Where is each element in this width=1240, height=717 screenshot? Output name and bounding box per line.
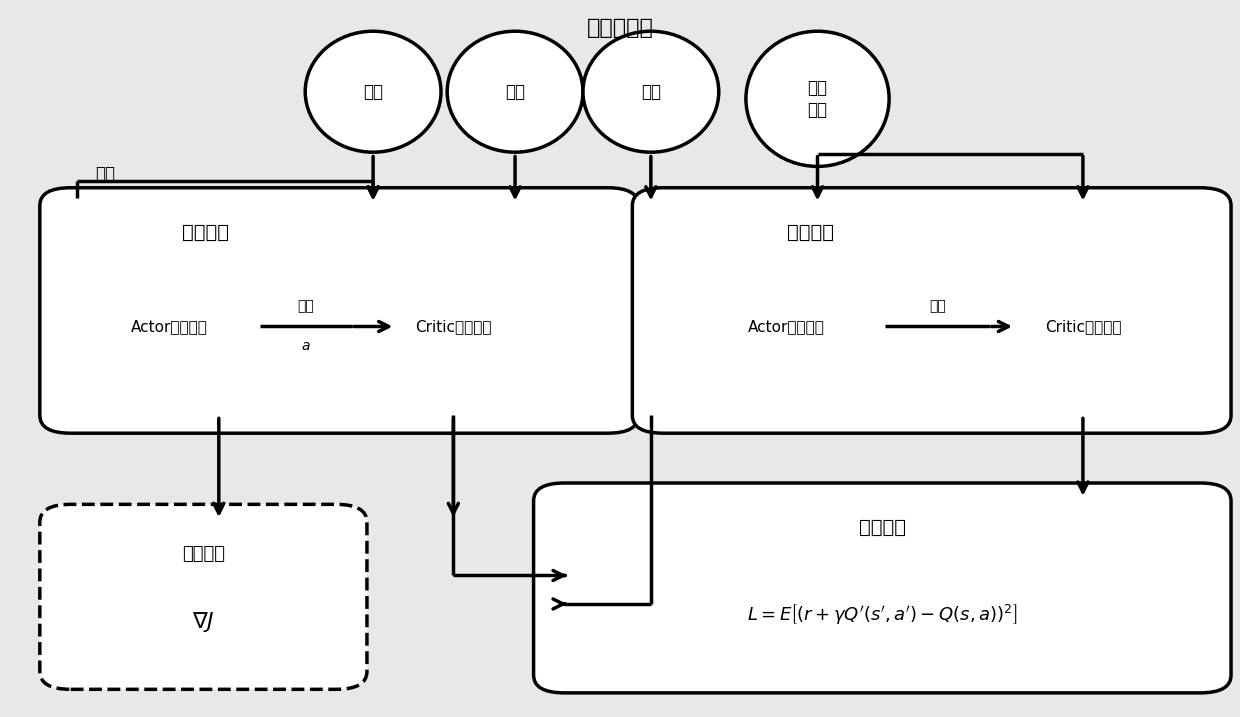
Text: 动作: 动作: [930, 300, 946, 313]
Text: 当前网络: 当前网络: [182, 223, 228, 242]
Text: Critic目标网络: Critic目标网络: [1044, 319, 1121, 334]
Text: $L=E\left[\left(r+\gamma Q^{\prime}(s^{\prime},a^{\prime})-Q(s,a)\right)^{2}\rig: $L=E\left[\left(r+\gamma Q^{\prime}(s^{\…: [748, 602, 1018, 627]
FancyBboxPatch shape: [632, 188, 1231, 433]
Text: 动作: 动作: [505, 82, 525, 100]
FancyBboxPatch shape: [40, 188, 639, 433]
Text: 训练
样本: 训练 样本: [807, 79, 827, 119]
Text: $a$: $a$: [301, 339, 311, 353]
Text: 策略梯度: 策略梯度: [182, 545, 224, 563]
Text: 状态: 状态: [363, 82, 383, 100]
Text: $\nabla J$: $\nabla J$: [192, 609, 215, 634]
Text: 损失函数: 损失函数: [859, 518, 905, 537]
Text: Critic当前网络: Critic当前网络: [415, 319, 491, 334]
Text: Actor当前网络: Actor当前网络: [131, 319, 208, 334]
Ellipse shape: [746, 32, 889, 166]
Ellipse shape: [305, 32, 441, 152]
FancyBboxPatch shape: [533, 483, 1231, 693]
Ellipse shape: [583, 32, 719, 152]
FancyBboxPatch shape: [40, 504, 367, 689]
Text: 动作: 动作: [298, 300, 314, 313]
Text: 经验回放池: 经验回放池: [587, 18, 653, 38]
Text: Actor目标网络: Actor目标网络: [748, 319, 825, 334]
Ellipse shape: [448, 32, 583, 152]
Text: 目标网络: 目标网络: [786, 223, 833, 242]
Text: 奖励: 奖励: [641, 82, 661, 100]
Text: 输入: 输入: [95, 164, 115, 183]
